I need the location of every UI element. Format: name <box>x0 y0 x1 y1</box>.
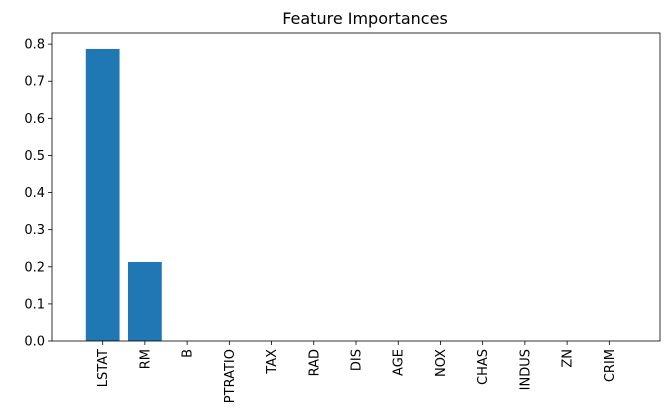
x-tick-label-ptratio: PTRATIO <box>223 349 238 403</box>
bar-rm <box>128 261 162 341</box>
y-tick-label: 0.3 <box>24 223 45 238</box>
y-axis: 0.0 0.1 0.2 0.3 0.4 0.5 0.6 0.7 0.8 <box>24 38 52 350</box>
x-tick-label-nox: NOX <box>434 349 449 377</box>
y-tick-label: 0.0 <box>24 335 45 350</box>
x-tick-label-tax: TAX <box>265 349 280 375</box>
x-tick-label-rad: RAD <box>307 349 322 376</box>
x-tick-label-age: AGE <box>392 349 407 376</box>
chart-title: Feature Importances <box>282 9 448 28</box>
x-axis: LSTAT RM B PTRATIO TAX RAD DIS AGE NOX CHAS INDUS Z… <box>96 341 618 403</box>
y-tick-label: 0.8 <box>24 38 45 53</box>
plot-frame <box>51 32 661 342</box>
y-tick-label: 0.7 <box>24 75 45 90</box>
x-tick-label-lstat: LSTAT <box>96 349 111 387</box>
x-tick-label-b: B <box>181 349 196 358</box>
bar-lstat <box>85 48 120 341</box>
y-tick-label: 0.2 <box>24 260 45 275</box>
y-tick-label: 0.4 <box>24 186 45 201</box>
bars <box>85 48 162 341</box>
x-tick-label-chas: CHAS <box>476 349 491 385</box>
x-tick-label-zn: ZN <box>561 349 576 368</box>
x-tick-label-indus: INDUS <box>518 349 533 390</box>
y-tick-label: 0.6 <box>24 112 45 127</box>
x-tick-label-rm: RM <box>138 349 153 369</box>
x-tick-label-crim: CRIM <box>603 349 618 382</box>
x-tick-label-dis: DIS <box>350 349 365 371</box>
y-tick-label: 0.1 <box>24 297 45 312</box>
y-tick-label: 0.5 <box>24 149 45 164</box>
